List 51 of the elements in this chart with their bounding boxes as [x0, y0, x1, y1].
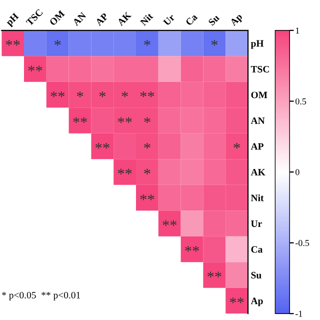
y-tick-label: TSC — [250, 66, 269, 72]
data-label: ** — [140, 194, 154, 200]
data-label: ** — [230, 297, 244, 304]
y-tick-label: AN — [250, 117, 265, 124]
x-tick-label: OM — [49, 10, 66, 26]
data-label: * — [76, 92, 84, 98]
y-tick-label: AK — [250, 168, 266, 176]
data-label: * — [99, 92, 106, 98]
data-label: ** — [185, 246, 199, 252]
data-label: ** — [208, 272, 222, 278]
y-tick-label: pH — [250, 40, 264, 49]
x-tick-label: AK — [116, 11, 132, 26]
x-tick-label: Su — [208, 14, 220, 26]
x-tick-label: Ur — [162, 14, 176, 26]
data-label: * — [122, 92, 128, 98]
annotation: * p<0.05 ** p<0.01 — [2, 292, 80, 300]
x-tick-label: Nit — [140, 12, 154, 26]
data-label: * — [144, 117, 150, 123]
data-label: ** — [118, 117, 132, 123]
data-label: ** — [50, 92, 65, 98]
y-tick-label: AP — [250, 143, 264, 150]
x-tick-label: pH — [5, 12, 20, 28]
data-label: ** — [140, 92, 154, 98]
x-tick-label: Ca — [185, 13, 198, 26]
color-bar-label: -1 — [295, 310, 302, 317]
data-label: * — [144, 143, 150, 149]
data-label: ** — [73, 117, 87, 123]
x-tick-label: AN — [72, 12, 87, 26]
y-tick-label: OM — [251, 92, 268, 98]
x-tick-label: Ap — [230, 13, 244, 28]
y-tick-label: Ca — [251, 246, 263, 253]
data-label: ** — [28, 66, 42, 72]
data-label: * — [144, 40, 150, 46]
data-label: * — [211, 40, 218, 46]
color-bar-label: 0 — [296, 169, 300, 176]
color-bar-label: 1 — [296, 28, 300, 34]
y-tick-label: Nit — [250, 194, 264, 202]
data-label: * — [54, 40, 61, 46]
x-tick-label: TSC — [26, 8, 44, 26]
data-label: ** — [96, 143, 110, 149]
color-bar-label: 0.5 — [296, 98, 306, 104]
y-tick-label: Su — [251, 272, 262, 278]
y-tick-label: Ap — [250, 298, 263, 306]
x-tick-label: AP — [95, 12, 108, 26]
data-label: ** — [118, 168, 132, 174]
data-label: ** — [162, 220, 177, 226]
data-label: * — [234, 143, 240, 149]
data-label: ** — [6, 40, 20, 46]
y-tick-label: Ur — [251, 220, 262, 227]
color-bar-label: -0.5 — [295, 240, 310, 246]
data-label: * — [144, 168, 150, 174]
